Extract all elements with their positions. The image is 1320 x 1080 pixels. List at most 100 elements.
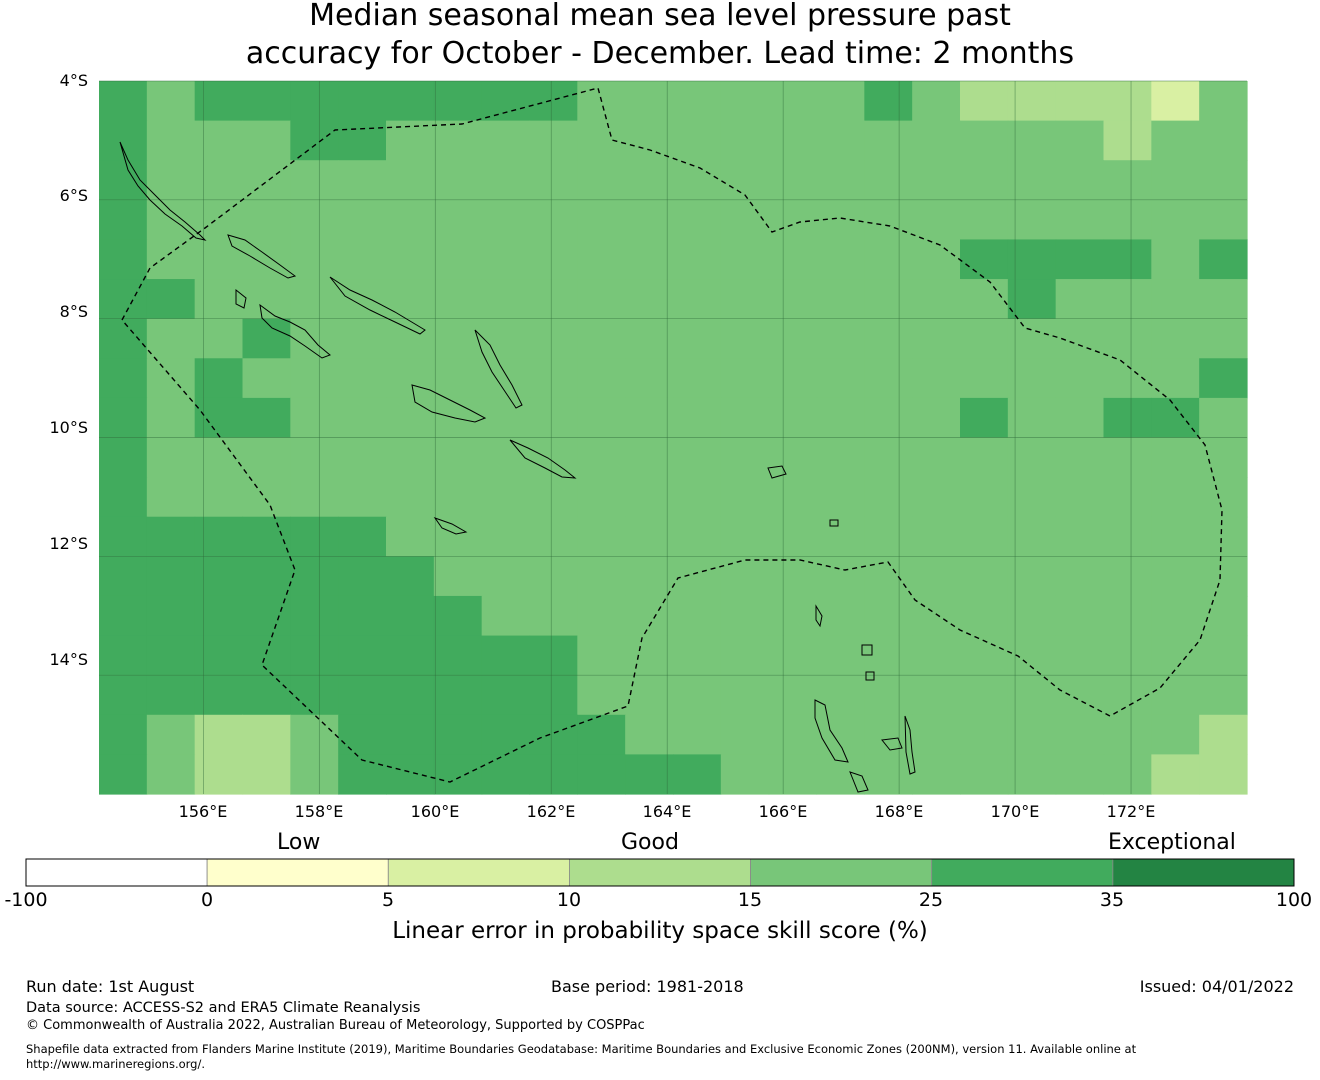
skill-cell bbox=[768, 358, 818, 399]
skill-cell bbox=[242, 437, 291, 478]
skill-cell bbox=[99, 556, 148, 597]
skill-cell bbox=[1055, 556, 1105, 597]
skill-cell bbox=[1199, 279, 1248, 320]
base-period: Base period: 1981-2018 bbox=[551, 977, 744, 996]
skill-cell bbox=[146, 556, 196, 597]
lon-label-158e: 158°E bbox=[294, 802, 344, 821]
skill-cell bbox=[577, 714, 626, 755]
skill-cell bbox=[481, 556, 531, 597]
skill-cell bbox=[194, 199, 244, 241]
skill-cell bbox=[912, 397, 961, 439]
skill-cell bbox=[1055, 239, 1105, 280]
skill-cell bbox=[864, 318, 913, 359]
skill-cell bbox=[146, 714, 196, 755]
skill-cell bbox=[960, 397, 1009, 439]
skill-cell bbox=[386, 595, 435, 637]
skill-cell bbox=[146, 160, 196, 201]
skill-cell bbox=[577, 239, 626, 280]
skill-cell bbox=[577, 120, 626, 161]
island-rennell bbox=[433, 517, 468, 535]
skill-cell bbox=[1055, 120, 1105, 161]
island-banks bbox=[861, 644, 873, 656]
skill-cell bbox=[386, 358, 435, 399]
skill-cell bbox=[577, 397, 626, 439]
lat-label-10s: 10°S bbox=[49, 418, 88, 437]
skill-cell bbox=[290, 675, 339, 716]
category-low: Low bbox=[277, 830, 321, 855]
skill-cell bbox=[481, 437, 531, 478]
skill-cell bbox=[1103, 516, 1152, 557]
skill-cell bbox=[816, 318, 865, 359]
colorbar-tick-35: 35 bbox=[1099, 889, 1125, 911]
skill-cell bbox=[146, 635, 196, 676]
skill-cell bbox=[386, 397, 435, 439]
skill-cell bbox=[1007, 358, 1057, 399]
skill-cell bbox=[433, 318, 483, 359]
skill-cell bbox=[338, 675, 387, 716]
skill-cell bbox=[1007, 160, 1057, 201]
skill-cell bbox=[864, 279, 913, 320]
skill-cell bbox=[290, 160, 339, 201]
skill-cell bbox=[673, 675, 722, 716]
shapefile-credit: Shapefile data extracted from Flanders M… bbox=[26, 1042, 1137, 1071]
skill-cell bbox=[146, 318, 196, 359]
skill-cell bbox=[673, 160, 722, 201]
skill-cell bbox=[386, 279, 435, 320]
skill-cell bbox=[1199, 635, 1248, 676]
skill-cell bbox=[1055, 397, 1105, 439]
skill-cell bbox=[529, 714, 578, 755]
skill-cell bbox=[338, 714, 387, 755]
skill-cell bbox=[1199, 239, 1248, 280]
skill-cell bbox=[1151, 81, 1200, 122]
skill-cell bbox=[720, 160, 770, 201]
skill-cell bbox=[912, 595, 961, 637]
lon-label-164e: 164°E bbox=[642, 802, 692, 821]
skill-cell bbox=[1007, 595, 1057, 637]
skill-cell bbox=[481, 714, 531, 755]
skill-cell bbox=[577, 754, 626, 795]
skill-cell bbox=[386, 754, 435, 795]
skill-cell bbox=[481, 81, 531, 122]
skill-cell bbox=[864, 595, 913, 637]
skill-cell bbox=[1199, 556, 1248, 597]
island-espiritu-santo bbox=[814, 699, 849, 763]
skill-cell bbox=[625, 199, 674, 241]
skill-cell bbox=[864, 358, 913, 399]
skill-cell bbox=[577, 199, 626, 241]
skill-cell bbox=[242, 477, 291, 518]
skill-cell bbox=[242, 556, 291, 597]
skill-cell bbox=[290, 199, 339, 241]
skill-cell bbox=[290, 635, 339, 676]
skill-cell bbox=[1199, 160, 1248, 201]
skill-cell bbox=[242, 397, 291, 439]
skill-cell bbox=[816, 516, 865, 557]
skill-cell bbox=[99, 279, 148, 320]
skill-cell bbox=[386, 675, 435, 716]
skill-cell bbox=[625, 477, 674, 518]
island-malaita bbox=[474, 329, 523, 409]
skill-cell bbox=[386, 160, 435, 201]
skill-cell bbox=[146, 595, 196, 637]
skill-cell bbox=[912, 675, 961, 716]
skill-cell bbox=[577, 318, 626, 359]
skill-cell bbox=[99, 516, 148, 557]
skill-cell bbox=[625, 358, 674, 399]
skill-cell bbox=[673, 635, 722, 676]
skill-cell bbox=[242, 595, 291, 637]
skill-cell bbox=[433, 160, 483, 201]
lat-label-6s: 6°S bbox=[59, 186, 88, 205]
skill-cell bbox=[338, 318, 387, 359]
skill-cell bbox=[1055, 477, 1105, 518]
skill-cell bbox=[529, 754, 578, 795]
skill-cell bbox=[816, 437, 865, 478]
skill-cell bbox=[768, 199, 818, 241]
skill-cell bbox=[1055, 81, 1105, 122]
skill-cell bbox=[1103, 120, 1152, 161]
island-nendo bbox=[767, 465, 787, 479]
skill-cell bbox=[481, 516, 531, 557]
skill-cell bbox=[960, 199, 1009, 241]
skill-cell bbox=[912, 714, 961, 755]
skill-cell bbox=[386, 516, 435, 557]
skill-cell bbox=[912, 754, 961, 795]
skill-cell bbox=[816, 120, 865, 161]
